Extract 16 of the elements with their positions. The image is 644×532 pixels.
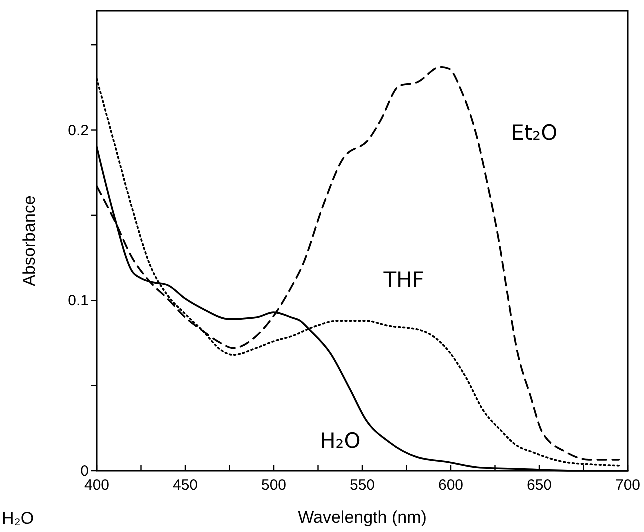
x-tick-label: 400 xyxy=(84,477,110,494)
x-tick-label: 500 xyxy=(261,477,287,494)
x-tick-label: 600 xyxy=(438,477,464,494)
series-label: H₂O xyxy=(320,429,361,453)
series-label: THF xyxy=(382,268,424,292)
x-axis-title: Wavelength (nm) xyxy=(298,508,427,527)
series-label: Et₂O xyxy=(511,120,558,145)
y-axis-title: Absorbance xyxy=(20,196,39,286)
x-tick-label: 700 xyxy=(615,477,641,494)
y-tick-label: 0 xyxy=(80,463,89,480)
x-tick-label: 450 xyxy=(172,477,198,494)
x-tick-label: 550 xyxy=(350,477,376,494)
text: H₂O xyxy=(2,509,34,528)
y-tick-label: 0.1 xyxy=(68,292,89,310)
x-tick-label: 650 xyxy=(526,477,552,494)
y-tick-label: 0.2 xyxy=(68,122,89,140)
